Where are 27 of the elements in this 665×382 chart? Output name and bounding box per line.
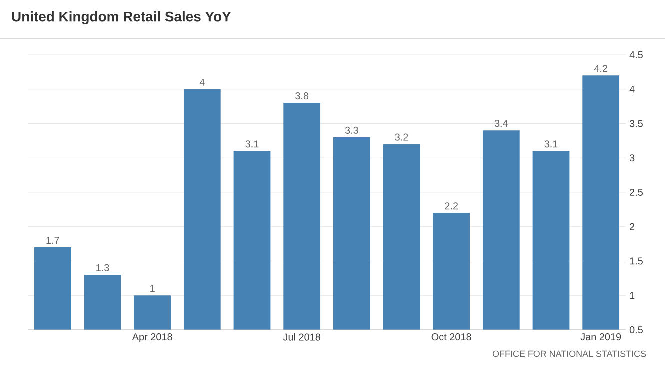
chart-title: United Kingdom Retail Sales YoY — [12, 11, 232, 25]
x-tick-label: Jan 2019 — [580, 334, 622, 341]
data-label: 1 — [150, 285, 155, 292]
y-tick-label: 2.5 — [630, 188, 643, 196]
y-tick-label: 1.5 — [630, 258, 643, 265]
y-tick-label: 0.5 — [630, 326, 643, 334]
data-label: 1.7 — [46, 237, 60, 244]
data-label: 3.4 — [494, 120, 508, 128]
text: OFFICE FOR NATIONAL STATISTICS — [492, 350, 646, 358]
data-label: 2.2 — [445, 202, 458, 210]
data-label: 4 — [200, 79, 205, 86]
data-label: 3.2 — [395, 134, 408, 141]
y-tick-label: 3 — [630, 154, 635, 162]
data-label: 3.8 — [296, 92, 309, 100]
x-tick-label: Oct 2018 — [432, 334, 472, 341]
y-tick-label: 3.5 — [630, 120, 643, 128]
data-label: 3.3 — [345, 126, 358, 134]
x-tick-label: Apr 2018 — [132, 334, 172, 343]
y-tick-label: 4 — [630, 86, 635, 93]
y-tick-label: 4.5 — [630, 52, 643, 58]
data-label: 3.1 — [544, 140, 558, 148]
y-tick-label: 2 — [630, 223, 635, 230]
y-tick-label: 1 — [630, 292, 635, 300]
data-label: 3.1 — [246, 140, 259, 148]
x-tick-label: Jul 2018 — [283, 334, 320, 341]
data-label: 4.2 — [594, 65, 608, 72]
data-label: 1.3 — [96, 264, 110, 272]
